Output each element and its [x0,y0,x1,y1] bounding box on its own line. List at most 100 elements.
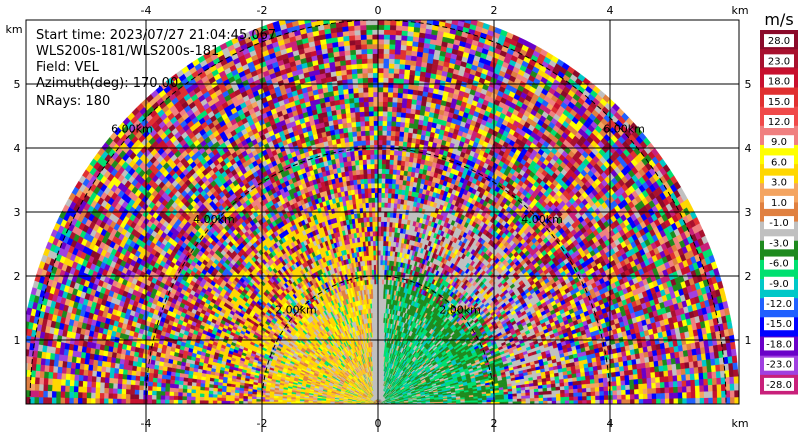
velocity-bin [594,378,600,384]
velocity-bin [651,387,657,394]
velocity-bin [694,385,700,393]
velocity-bin [555,396,561,401]
velocity-bin [664,381,670,388]
velocity-bin [573,399,579,404]
velocity-bin [698,372,704,380]
velocity-bin [620,375,626,381]
velocity-bin [659,376,665,383]
velocity-bin [716,397,722,404]
velocity-bin [551,396,557,401]
velocity-bin [660,387,666,394]
velocity-bin [581,379,587,385]
velocity-bin [620,379,626,386]
velocity-bin [603,394,609,400]
velocity-bin [525,392,531,396]
velocity-bin [729,390,735,398]
velocity-bin [632,368,638,375]
velocity-bin [703,378,709,386]
velocity-bin [660,398,666,404]
velocity-bin [633,383,639,390]
velocity-bin [733,382,739,391]
velocity-bin [664,392,670,399]
velocity-bin [645,366,651,374]
velocity-bin [669,398,674,404]
velocity-bin [655,376,661,383]
velocity-bin [671,369,678,376]
velocity-bin [720,370,726,378]
velocity-bin [599,390,605,396]
velocity-bin [660,392,666,399]
velocity-bin [680,368,686,375]
velocity-bin [533,391,539,396]
velocity-bin [577,399,583,404]
velocity-bin [530,397,535,402]
velocity-bin [611,380,617,387]
velocity-bin [616,389,622,396]
velocity-bin [631,363,638,370]
velocity-bin [627,364,633,371]
velocity-bin [671,363,677,371]
velocity-bin [650,376,656,384]
velocity-bin [629,379,635,385]
velocity-bin [664,386,670,394]
velocity-bin [734,389,739,398]
velocity-bin [695,397,701,404]
velocity-bin [664,398,670,404]
velocity-bin [603,381,609,387]
velocity-bin [576,380,582,386]
velocity-bin [710,358,716,366]
velocity-bin [688,361,695,369]
velocity-bin [730,341,736,350]
velocity-bin [707,377,713,386]
velocity-bin [707,384,713,392]
velocity-bin [503,396,509,400]
velocity-bin [708,390,714,398]
velocity-bin [555,389,561,394]
velocity-bin [568,381,574,386]
velocity-bin [659,381,665,388]
velocity-bin [598,381,604,388]
velocity-bin [729,383,735,391]
velocity-bin [685,373,691,381]
velocity-bin [593,373,599,380]
velocity-bin [547,393,553,398]
velocity-bin [653,360,659,367]
velocity-bin [686,385,692,393]
velocity-bin [573,396,579,401]
velocity-bin [564,400,570,404]
velocity-bin [503,398,509,402]
velocity-bin [615,375,621,382]
velocity-bin [521,398,527,402]
velocity-bin [546,387,552,392]
velocity-bin [716,383,722,392]
velocity-bin [715,370,722,379]
velocity-bin [725,396,731,404]
velocity-bin [637,373,643,380]
velocity-bin [603,390,609,396]
velocity-bin [677,397,683,404]
velocity-bin [658,370,665,378]
velocity-bin [569,399,575,404]
velocity-bin [538,394,544,399]
velocity-bin [610,367,616,373]
velocity-bin [668,380,674,388]
velocity-bin [616,399,622,404]
velocity-bin [512,398,518,402]
velocity-bin [699,384,705,392]
velocity-bin [675,362,682,370]
velocity-bin [703,397,709,404]
velocity-bin [634,393,640,400]
velocity-bin [672,374,678,382]
velocity-bin [542,393,548,398]
velocity-bin [673,392,679,399]
velocity-bin [647,387,653,394]
velocity-bin [730,396,735,404]
velocity-bin [637,378,643,385]
velocity-bin [621,394,627,400]
velocity-bin [582,395,588,401]
velocity-bin [651,398,657,404]
velocity-bin [699,391,705,399]
velocity-bin [604,399,609,404]
velocity-bin [616,380,622,386]
velocity-bin [638,383,644,390]
